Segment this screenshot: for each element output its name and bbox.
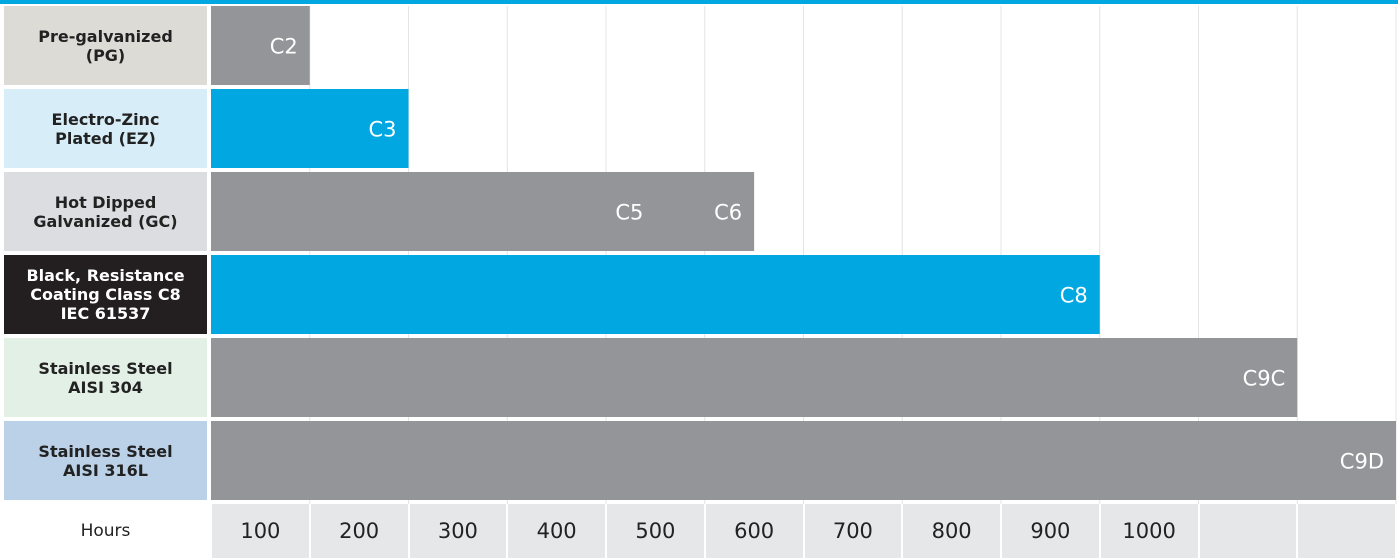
category-label: Black, Resistance Coating Class C8 IEC 6… [4,255,207,334]
bar [211,338,1298,417]
x-tick-label [1199,504,1297,558]
x-tick-label: 200 [310,504,408,558]
bar-data-label: C3 [368,118,396,142]
x-tick-label [1298,504,1395,558]
bar-chart: C2 C3 C5 C6 C8 C9C C9D [211,6,1397,504]
category-label: Stainless Steel AISI 304 [4,338,207,417]
bar-data-label: C9D [1340,450,1384,474]
bar-data-label: C8 [1060,284,1088,308]
category-label: Hot Dipped Galvanized (GC) [4,172,207,251]
x-tick-label: 900 [1002,504,1099,558]
category-label: Stainless Steel AISI 316L [4,421,207,500]
x-tick-label: 600 [705,504,803,558]
bar [211,255,1100,334]
bar-data-label: C6 [714,201,742,225]
category-label: Pre-galvanized (PG) [4,6,207,85]
bar-data-label: C2 [270,35,298,59]
x-tick-label: 300 [409,504,507,558]
x-axis-label: Hours [80,521,131,541]
category-label: Electro-Zinc Plated (EZ) [4,89,207,168]
x-tick-label: 400 [508,504,605,558]
top-accent-line [0,0,1398,4]
x-tick-label: 700 [804,504,902,558]
bar-data-label: C5 [615,201,643,225]
x-tick-label: 1000 [1100,504,1198,558]
bar [211,89,409,168]
bar [211,172,755,251]
bar [211,421,1396,500]
x-tick-label: 800 [903,504,1000,558]
bar [211,6,310,85]
bar-data-label: C9C [1243,367,1286,391]
x-tick-label: 100 [212,504,309,558]
x-tick-label: 500 [607,504,704,558]
